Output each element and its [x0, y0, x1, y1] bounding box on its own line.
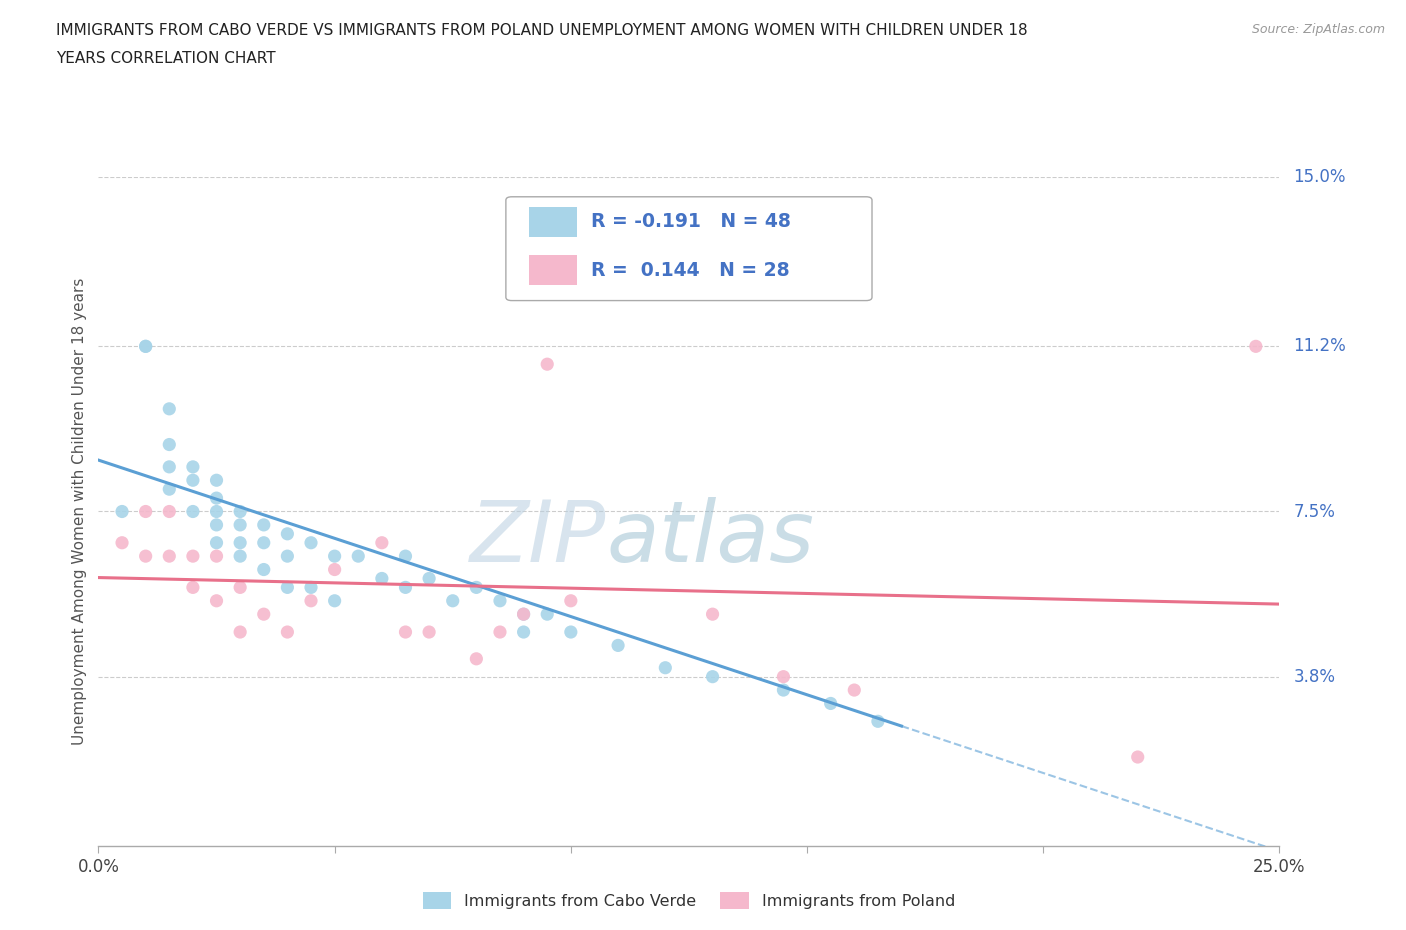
- Point: [181, 472, 204, 487]
- Point: [111, 504, 134, 519]
- Point: [394, 580, 416, 595]
- FancyBboxPatch shape: [506, 197, 872, 300]
- Point: [560, 625, 582, 640]
- Text: YEARS CORRELATION CHART: YEARS CORRELATION CHART: [56, 51, 276, 66]
- Point: [276, 526, 298, 541]
- Point: [418, 625, 440, 640]
- Point: [135, 339, 157, 353]
- Point: [512, 606, 534, 621]
- Point: [702, 606, 724, 621]
- Point: [181, 580, 204, 595]
- Text: 15.0%: 15.0%: [1294, 167, 1346, 186]
- Text: ZIP: ZIP: [470, 497, 606, 579]
- Point: [394, 625, 416, 640]
- Point: [205, 549, 228, 564]
- Text: 11.2%: 11.2%: [1294, 338, 1346, 355]
- Point: [253, 606, 276, 621]
- Point: [394, 549, 416, 564]
- Point: [299, 580, 322, 595]
- Point: [654, 660, 676, 675]
- Point: [205, 504, 228, 519]
- Point: [276, 580, 298, 595]
- Point: [536, 357, 558, 372]
- Point: [371, 571, 394, 586]
- Point: [157, 437, 180, 452]
- Point: [111, 536, 134, 551]
- Point: [536, 606, 558, 621]
- Point: [299, 593, 322, 608]
- Point: [229, 580, 252, 595]
- Point: [205, 517, 228, 532]
- Point: [323, 549, 346, 564]
- Point: [229, 536, 252, 551]
- Point: [465, 651, 488, 666]
- Y-axis label: Unemployment Among Women with Children Under 18 years: Unemployment Among Women with Children U…: [72, 278, 87, 745]
- Point: [844, 683, 866, 698]
- Point: [772, 683, 794, 698]
- Point: [229, 625, 252, 640]
- Point: [866, 714, 889, 729]
- Point: [512, 214, 534, 229]
- Point: [489, 593, 512, 608]
- Point: [607, 638, 630, 653]
- Point: [1126, 750, 1149, 764]
- Point: [418, 571, 440, 586]
- Point: [135, 549, 157, 564]
- Point: [205, 472, 228, 487]
- Text: 3.8%: 3.8%: [1294, 668, 1336, 685]
- Point: [181, 504, 204, 519]
- Point: [205, 491, 228, 506]
- Point: [135, 339, 157, 353]
- Point: [157, 459, 180, 474]
- Point: [135, 504, 157, 519]
- Point: [157, 402, 180, 417]
- Point: [253, 536, 276, 551]
- Point: [276, 625, 298, 640]
- Point: [465, 580, 488, 595]
- Point: [489, 625, 512, 640]
- Point: [157, 504, 180, 519]
- Point: [205, 593, 228, 608]
- Bar: [530, 206, 576, 237]
- Point: [347, 549, 370, 564]
- Point: [229, 504, 252, 519]
- Point: [371, 536, 394, 551]
- Point: [772, 670, 794, 684]
- Point: [276, 549, 298, 564]
- Point: [253, 517, 276, 532]
- Text: atlas: atlas: [606, 497, 814, 579]
- Point: [560, 593, 582, 608]
- Point: [229, 549, 252, 564]
- Point: [1244, 339, 1267, 353]
- Point: [181, 549, 204, 564]
- Text: IMMIGRANTS FROM CABO VERDE VS IMMIGRANTS FROM POLAND UNEMPLOYMENT AMONG WOMEN WI: IMMIGRANTS FROM CABO VERDE VS IMMIGRANTS…: [56, 23, 1028, 38]
- Text: R =  0.144   N = 28: R = 0.144 N = 28: [591, 260, 790, 280]
- Point: [323, 593, 346, 608]
- Point: [323, 562, 346, 577]
- Point: [253, 562, 276, 577]
- Point: [157, 549, 180, 564]
- Point: [702, 670, 724, 684]
- Point: [820, 696, 842, 711]
- Point: [205, 536, 228, 551]
- Legend: Immigrants from Cabo Verde, Immigrants from Poland: Immigrants from Cabo Verde, Immigrants f…: [416, 886, 962, 915]
- Point: [299, 536, 322, 551]
- Point: [181, 459, 204, 474]
- Point: [441, 593, 464, 608]
- Text: Source: ZipAtlas.com: Source: ZipAtlas.com: [1251, 23, 1385, 36]
- Point: [229, 517, 252, 532]
- Bar: [530, 255, 576, 286]
- Point: [512, 625, 534, 640]
- Point: [512, 606, 534, 621]
- Point: [157, 482, 180, 497]
- Text: R = -0.191   N = 48: R = -0.191 N = 48: [591, 212, 790, 232]
- Text: 7.5%: 7.5%: [1294, 502, 1336, 521]
